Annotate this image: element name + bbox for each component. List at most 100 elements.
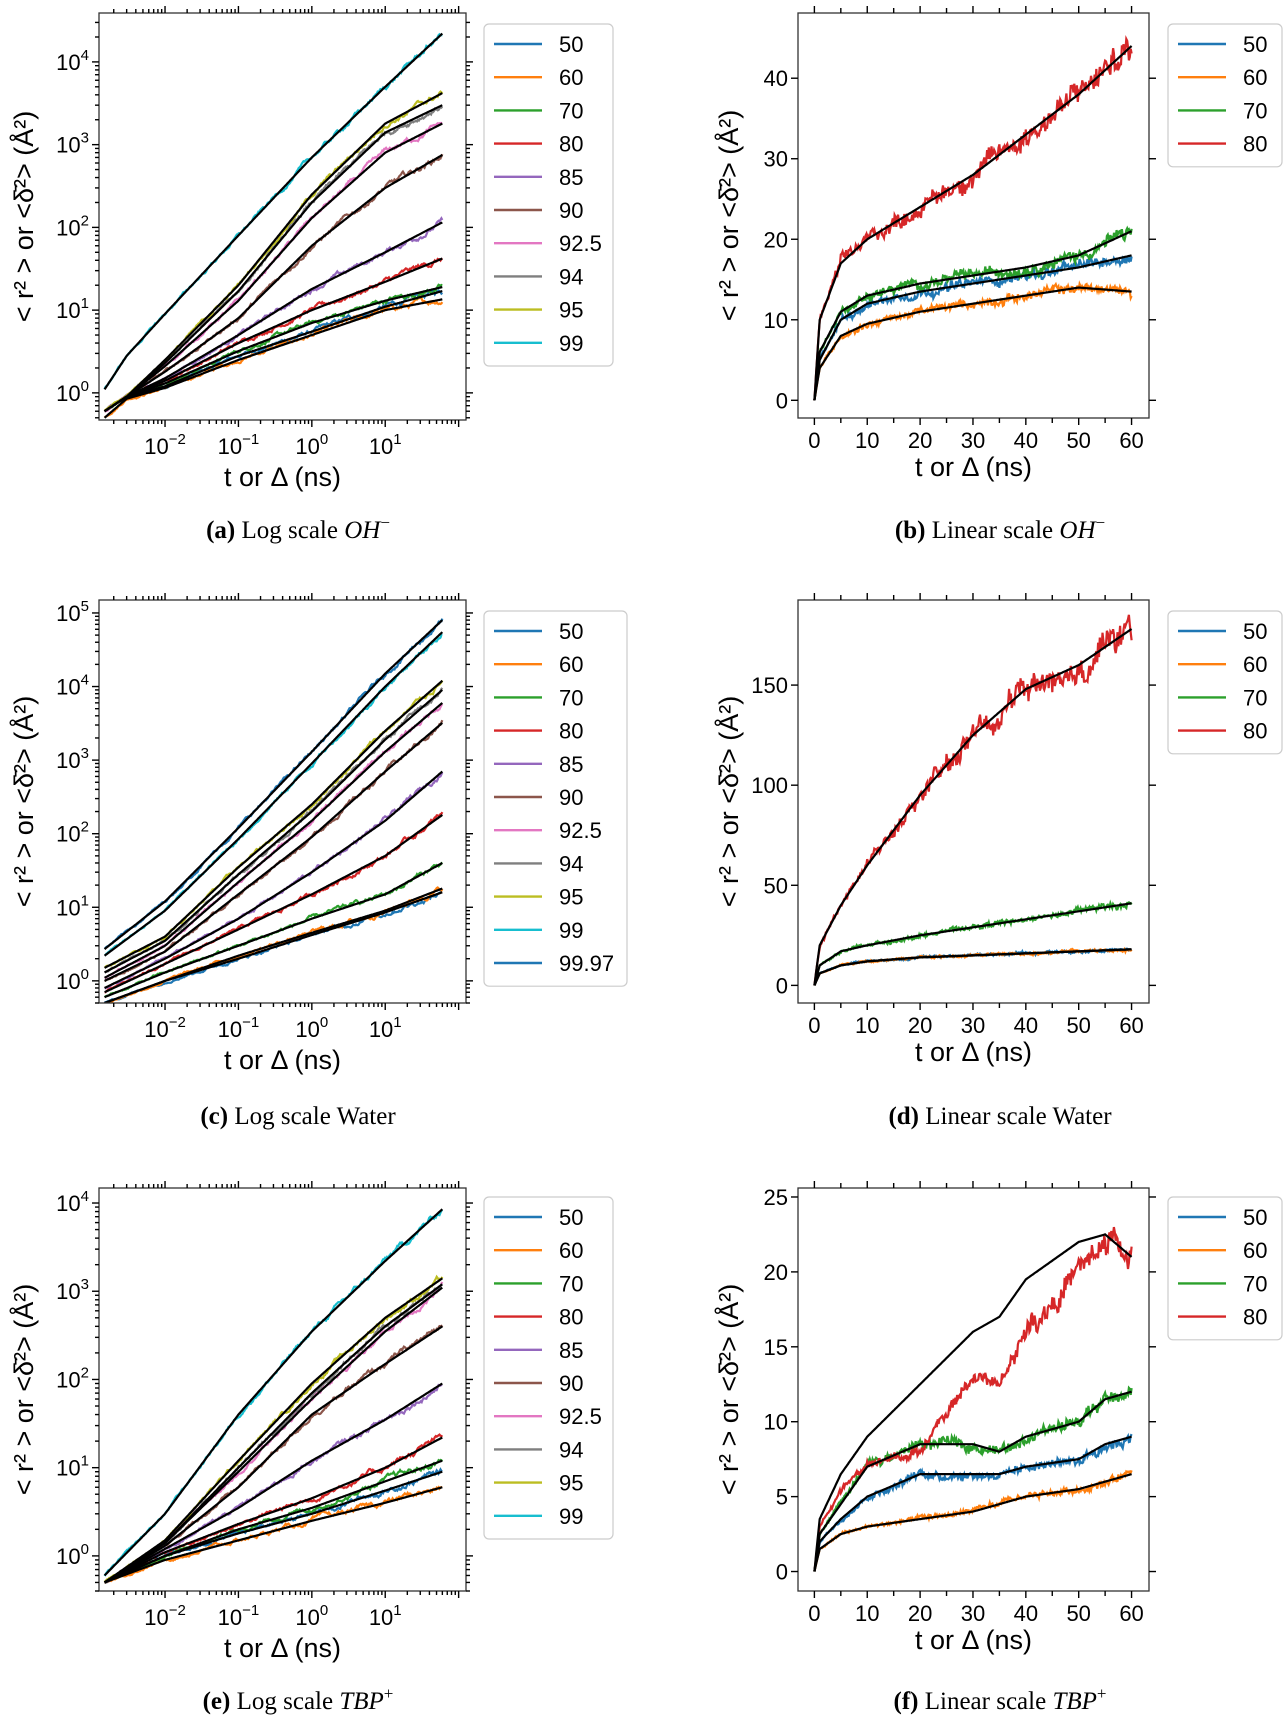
y-axis-label: < r² > or <δ̄²> (Å²) xyxy=(713,696,744,908)
y-tick-label: 100 xyxy=(56,378,89,406)
caption-charge: + xyxy=(1097,1684,1107,1703)
x-tick-label: 10−1 xyxy=(218,1602,260,1630)
subplot-d: 0 10 20 30 40 50 60 0 50 100 150 t or Δ (ns) < r² > … xyxy=(713,593,1283,1130)
legend-label-50: 50 xyxy=(1243,619,1267,644)
legend-label-50: 50 xyxy=(559,619,583,644)
axes-frame xyxy=(98,1187,467,1592)
y-tick-label: 20 xyxy=(764,1260,788,1285)
tick-base: 10 xyxy=(56,215,80,240)
series-line-70 xyxy=(813,899,1133,986)
y-tick-label: 101 xyxy=(56,295,89,323)
tick-base: 10 xyxy=(56,1456,80,1481)
x-tick-label: 10−2 xyxy=(144,1602,186,1630)
legend-label-70: 70 xyxy=(559,685,583,710)
x-tick-label: 40 xyxy=(1014,1601,1038,1626)
x-tick-label: 10−1 xyxy=(218,1014,260,1042)
x-tick-label: 10−1 xyxy=(218,431,260,459)
series-line-94 xyxy=(103,687,444,974)
series-line-80 xyxy=(813,34,1133,401)
fit-line-92.5 xyxy=(104,702,444,979)
legend-label-94: 94 xyxy=(559,1437,583,1462)
plot-area xyxy=(103,32,444,419)
caption-text: Linear scale xyxy=(925,1688,1046,1715)
tick-exponent: 1 xyxy=(81,892,89,909)
legend-label-99: 99 xyxy=(559,331,583,356)
plot-area xyxy=(103,618,444,1003)
tick-exponent: 0 xyxy=(320,1014,328,1031)
tick-exponent: 1 xyxy=(393,431,401,448)
tick-exponent: −1 xyxy=(242,431,259,448)
ticks xyxy=(791,1181,1156,1598)
y-tick-label: 101 xyxy=(56,1453,89,1481)
tick-base: 10 xyxy=(56,601,80,626)
x-tick-label: 0 xyxy=(808,428,820,453)
x-tick-label: 100 xyxy=(295,1602,328,1630)
fit-line-70 xyxy=(104,1459,443,1584)
fit-line-80 xyxy=(813,1233,1133,1572)
ticks xyxy=(791,593,1156,1010)
legend-label-90: 90 xyxy=(559,785,583,810)
y-tick-label: 40 xyxy=(764,66,788,91)
fit-line-95 xyxy=(103,1277,443,1584)
x-tick-label: 0 xyxy=(808,1601,820,1626)
caption-species: TBP xyxy=(339,1688,383,1715)
legend-label-99.97: 99.97 xyxy=(559,951,614,976)
caption-letter: (f) xyxy=(894,1688,919,1715)
series-line-95 xyxy=(103,90,444,412)
y-tick-label: 105 xyxy=(56,598,89,626)
x-tick-label: 101 xyxy=(369,1602,402,1630)
x-tick-label: 50 xyxy=(1066,428,1090,453)
fit-line-60 xyxy=(813,286,1132,401)
legend-label-90: 90 xyxy=(559,1371,583,1396)
caption-species: OH xyxy=(1059,517,1097,544)
caption-charge: + xyxy=(384,1684,394,1703)
series-line-50 xyxy=(813,1432,1133,1572)
x-tick-label: 10 xyxy=(855,428,879,453)
y-axis-label: < r² > or <δ̄²> (Å²) xyxy=(713,110,744,322)
tick-base: 10 xyxy=(56,895,80,920)
y-tick-label: 30 xyxy=(764,147,788,172)
caption-charge: − xyxy=(380,513,390,532)
legend-label-50: 50 xyxy=(559,1205,583,1230)
fit-line-60 xyxy=(103,298,443,419)
fit-line-85 xyxy=(103,221,443,413)
legend: 50 60 70 80 xyxy=(1167,1196,1283,1341)
legend-label-70: 70 xyxy=(559,98,583,123)
legend-label-80: 80 xyxy=(559,1305,583,1330)
y-tick-label: 103 xyxy=(56,130,89,158)
tick-exponent: −1 xyxy=(242,1014,259,1031)
legend-label-80: 80 xyxy=(1243,719,1267,744)
legend-label-60: 60 xyxy=(559,652,583,677)
fit-line-85 xyxy=(104,770,444,989)
fit-line-50 xyxy=(103,290,443,413)
tick-base: 10 xyxy=(144,1017,168,1042)
tick-base: 10 xyxy=(56,748,80,773)
y-tick-label: 104 xyxy=(56,672,89,700)
x-tick-label: 100 xyxy=(295,431,328,459)
tick-exponent: 4 xyxy=(81,1188,89,1205)
tick-base: 10 xyxy=(218,1605,242,1630)
x-tick-label: 30 xyxy=(961,1013,985,1038)
y-tick-label: 10 xyxy=(764,1410,788,1435)
legend-label-99: 99 xyxy=(559,918,583,943)
y-axis-label: < r² > or <δ̄²> (Å²) xyxy=(713,1284,744,1496)
legend-label-92.5: 92.5 xyxy=(559,231,602,256)
subfigure-caption: (a) Log scale OH− xyxy=(206,513,390,544)
legend-label-60: 60 xyxy=(559,65,583,90)
tick-exponent: 3 xyxy=(81,130,89,147)
fit-line-70 xyxy=(104,862,443,999)
legend-label-60: 60 xyxy=(559,1238,583,1263)
legend-label-70: 70 xyxy=(1243,98,1267,123)
caption-species: OH xyxy=(344,517,382,544)
fit-line-70 xyxy=(103,286,443,413)
ticks xyxy=(92,6,473,427)
caption-text: Linear scale xyxy=(932,517,1053,544)
tick-base: 10 xyxy=(56,1279,80,1304)
legend-box xyxy=(483,610,628,987)
subfigure-caption: (b) Linear scale OH− xyxy=(895,513,1105,544)
x-tick-label: 40 xyxy=(1014,1013,1038,1038)
legend-label-60: 60 xyxy=(1243,652,1267,677)
